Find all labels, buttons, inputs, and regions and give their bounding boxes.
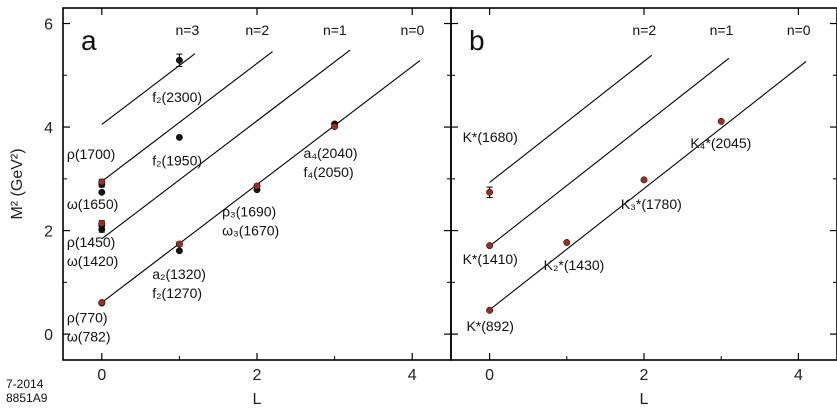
- y-tick-label: 2: [44, 224, 53, 241]
- x-axis-title: L: [640, 391, 649, 408]
- y-tick-label: 6: [44, 17, 53, 34]
- data-point: [175, 133, 183, 141]
- data-point: [640, 176, 648, 184]
- data-point: [175, 240, 183, 248]
- annotation-label: ω(1650): [67, 196, 118, 212]
- data-point: [563, 239, 571, 246]
- panel-b: b 0 2 4 L K*(892) K*(1410) K*(1680) K₂*(1430) K₃*…: [450, 7, 837, 408]
- panel-letter: b: [469, 25, 485, 56]
- data-point: [331, 123, 339, 130]
- data-point: [98, 178, 106, 186]
- annotation-label: ω(1420): [67, 253, 118, 269]
- annotation-label: ρ(1700): [67, 146, 115, 162]
- panel-letter: a: [81, 25, 97, 56]
- x-axis-title: L: [253, 391, 262, 408]
- annotation-label: n=2: [245, 22, 269, 38]
- annotation-label: K*(1680): [463, 129, 518, 145]
- data-point: [98, 299, 106, 306]
- annotation-label: f₂(1950): [152, 152, 202, 168]
- trajectory-line-n0: [101, 60, 421, 303]
- annotation-label: f₂(2300): [152, 89, 202, 105]
- annotation-label: n=0: [787, 22, 811, 38]
- data-point: [486, 306, 494, 314]
- data-point: [253, 182, 261, 190]
- annotation-label: a₂(1320): [152, 266, 206, 282]
- figure-id-line1: 7-2014: [6, 377, 44, 391]
- data-point: [486, 242, 494, 250]
- y-tick-label: 0: [44, 327, 53, 344]
- annotation-label: n=1: [323, 22, 347, 38]
- panel-a: a 0 2 4 0 2 4 6 L M² (GeV²) ρ(770) ω(782) ρ(1450) ω(1…: [9, 7, 452, 408]
- annotation-label: n=3: [176, 22, 200, 38]
- x-tick-label: 2: [640, 367, 649, 384]
- annotation-label: K*(892): [466, 318, 513, 334]
- annotation-label: f₂(1270): [152, 285, 202, 301]
- trajectory-line-n0: [489, 61, 807, 311]
- data-point: [98, 219, 106, 227]
- data-point: [486, 188, 494, 196]
- x-tick-label: 4: [794, 367, 803, 384]
- trajectory-line-n2: [489, 54, 653, 183]
- annotation-label: K₃*(1780): [621, 196, 682, 212]
- x-tick-label: 0: [97, 367, 106, 384]
- data-point: [175, 247, 183, 255]
- trajectory-line-n1: [489, 57, 730, 247]
- x-tick-label: 4: [408, 367, 417, 384]
- annotation-label: ρ₃(1690): [222, 204, 276, 220]
- x-tick-label: 2: [253, 367, 262, 384]
- annotation-label: ω(782): [67, 329, 111, 345]
- figure-id-line2: 8851A9: [6, 391, 48, 405]
- data-point: [98, 188, 106, 196]
- trajectory-line-n1: [101, 49, 351, 240]
- annotation-label: ρ(770): [67, 310, 108, 326]
- data-point: [717, 117, 725, 125]
- trajectory-line-n2: [101, 51, 273, 182]
- annotation-label: a₄(2040): [304, 145, 358, 161]
- annotation-label: n=0: [401, 22, 425, 38]
- data-point: [175, 56, 183, 64]
- annotation-label: f₄(2050): [304, 164, 354, 180]
- annotation-label: ω₃(1670): [222, 223, 279, 239]
- annotation-label: K*(1410): [463, 251, 518, 267]
- x-tick-label: 0: [485, 367, 494, 384]
- annotation-label: ρ(1450): [67, 234, 115, 250]
- annotation-label: K₂*(1430): [544, 257, 605, 273]
- y-tick-label: 4: [44, 120, 53, 137]
- y-axis-title: M² (GeV²): [9, 148, 26, 219]
- annotation-label: K₄*(2045): [690, 135, 751, 151]
- annotation-label: n=2: [632, 22, 656, 38]
- annotation-label: n=1: [710, 22, 734, 38]
